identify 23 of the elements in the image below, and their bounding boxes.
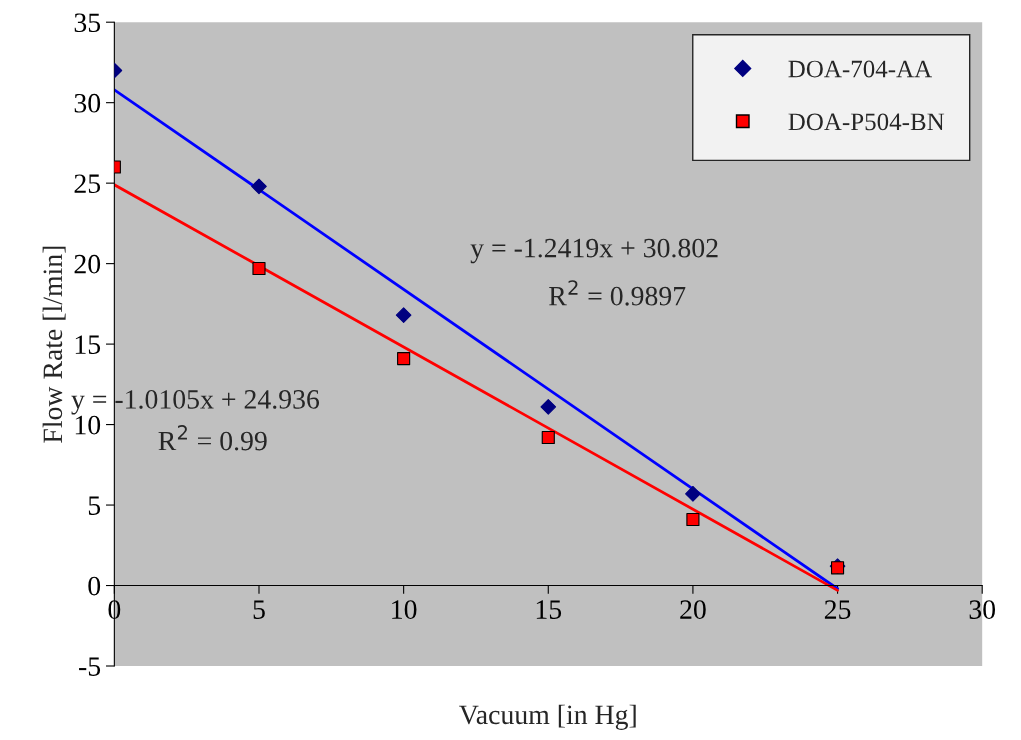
x-tick-label: 15 — [536, 600, 562, 619]
legend-label: DOA-P504-BN — [788, 113, 945, 131]
y-tick-label: 15 — [75, 335, 101, 355]
y-tick-label: 10 — [75, 415, 101, 435]
x-tick-label: 5 — [253, 600, 265, 619]
y-tick-label: 30 — [74, 93, 101, 113]
x-tick-label: 20 — [680, 600, 706, 619]
y-tick-label: 35 — [74, 13, 101, 33]
x-tick-label: 25 — [824, 600, 851, 619]
annotation: y = -1.0105x + 24.936 — [71, 390, 320, 415]
y-tick-label: 0 — [88, 576, 101, 596]
y-tick-label: 5 — [88, 496, 101, 515]
y-axis-title: Flow Rate [l/min] — [42, 246, 66, 443]
y-tick-label: 25 — [74, 174, 101, 194]
legend-label: DOA-704-AA — [788, 60, 932, 78]
annotation: y = -1.2419x + 30.802 — [470, 238, 718, 264]
x-tick-label: 10 — [392, 600, 417, 619]
y-tick-label: 20 — [74, 254, 101, 274]
y-tick-label: -5 — [79, 657, 101, 676]
annotation: R$^{2}$ = 0.99 — [158, 425, 267, 451]
x-axis-title: Vacuum [in Hg] — [459, 704, 636, 730]
x-tick-label: 30 — [969, 600, 996, 619]
annotation: R$^{2}$ = 0.9897 — [549, 280, 686, 306]
